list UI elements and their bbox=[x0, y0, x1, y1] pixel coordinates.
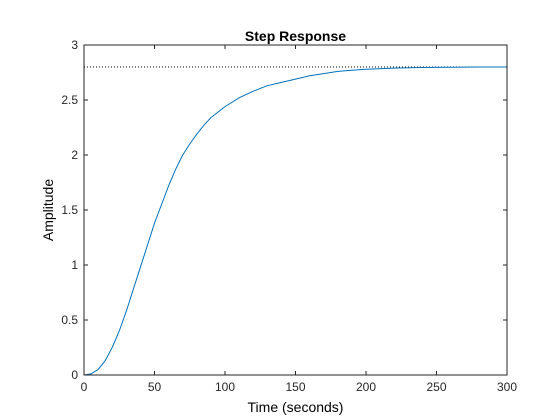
x-tick-label: 200 bbox=[356, 380, 376, 394]
series-line-step-response bbox=[83, 66, 507, 376]
plot-area bbox=[84, 45, 507, 375]
x-tick-label: 50 bbox=[148, 380, 162, 394]
plot-frame bbox=[83, 44, 508, 376]
x-tick-label: 250 bbox=[426, 380, 446, 394]
y-tick-label: 2 bbox=[71, 148, 78, 162]
x-tick-label: 300 bbox=[497, 380, 517, 394]
y-tick-label: 1 bbox=[71, 258, 78, 272]
tick-labels-layer: 0 50 100 150 200 250 300 0 0.5 1 1.5 2 2.5 3 bbox=[61, 38, 517, 394]
y-axis-label: Amplitude bbox=[40, 179, 56, 241]
x-axis-label: Time (seconds) bbox=[248, 399, 344, 415]
x-tick-label: 0 bbox=[81, 380, 88, 394]
y-tick-label: 2.5 bbox=[61, 93, 78, 107]
y-tick-label: 3 bbox=[71, 38, 78, 52]
y-tick-label: 0 bbox=[71, 368, 78, 382]
x-tick-label: 150 bbox=[285, 380, 305, 394]
chart-title: Step Response bbox=[245, 28, 346, 44]
x-tick-label: 100 bbox=[215, 380, 235, 394]
y-tick-label: 1.5 bbox=[61, 203, 78, 217]
y-tick-label: 0.5 bbox=[61, 313, 78, 327]
